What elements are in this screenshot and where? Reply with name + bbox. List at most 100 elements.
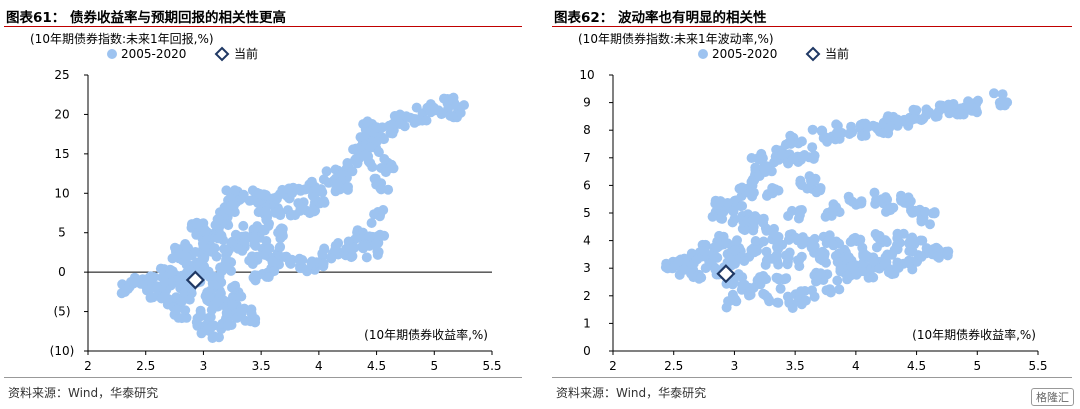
data-point [808,153,819,164]
data-point [832,257,843,267]
data-point [870,229,881,239]
data-point [764,296,775,307]
data-point [275,210,286,221]
data-point [273,227,284,238]
x-tick-label: 4 [315,359,323,373]
x-tick-label: 2 [84,359,92,373]
data-point [180,305,191,316]
data-point [343,181,353,192]
data-point [905,235,916,246]
data-point [892,261,903,272]
data-point [204,292,215,302]
data-point [857,266,867,277]
data-point [796,136,807,147]
data-point [679,264,690,275]
data-point [794,207,805,218]
data-point [367,162,378,172]
y-tick-label: 3 [583,261,591,275]
data-point [927,208,938,219]
data-point [834,284,845,295]
y-tick-label: 1 [583,316,591,330]
data-point [191,218,202,229]
data-point [362,116,373,127]
data-point [814,184,825,195]
data-point [806,242,817,253]
y-tick-label: 20 [54,107,69,121]
legend-marker-current [805,46,821,62]
y-tick-label: 10 [54,186,69,200]
chart-title: 图表62： 波动率也有明显的相关性 [554,10,767,26]
data-point [989,88,999,99]
data-point [144,272,155,283]
data-point [809,233,820,244]
data-point [793,255,803,266]
data-point [771,250,782,261]
data-point [209,243,220,254]
legend-marker-2005-2020 [107,49,117,59]
data-point [389,111,400,121]
title-rule [552,26,1072,27]
legend-marker-current [214,46,230,62]
data-point [739,279,750,290]
data-point [448,92,459,103]
data-point [734,183,745,194]
x-axis-label: (10年期债券收益率,%) [912,327,1036,342]
data-point [860,118,871,129]
data-point [211,251,222,262]
data-point [148,292,159,303]
data-point [365,142,375,153]
data-point [244,255,255,266]
y-axis-label: (10年期债券指数:未来1年波动率,%) [578,31,774,46]
data-point [373,147,384,158]
data-point [733,269,744,280]
data-point [831,127,842,138]
x-tick-label: 5.5 [1028,359,1047,373]
data-point [908,114,919,125]
data-point [846,261,857,272]
y-tick-label: 5 [58,226,66,240]
data-point [342,158,353,168]
data-point [236,291,247,302]
data-point [263,272,274,282]
data-point [920,206,931,217]
data-point [807,124,818,135]
data-point [760,259,771,270]
data-point [295,201,306,212]
data-point [846,121,857,132]
chart-panel-62: 图表62： 波动率也有明显的相关性 (10年期债券指数:未来1年波动率,%) 20… [548,0,1080,409]
data-point [306,257,317,268]
data-point [744,188,755,199]
data-point [916,216,927,227]
data-point [882,204,893,215]
x-tick-label: 2 [609,359,617,373]
data-point [789,153,800,164]
y-tick-label: 2 [583,289,591,303]
data-point [868,120,879,131]
data-point [954,107,965,118]
data-point [699,246,710,257]
data-point [455,107,466,118]
data-point [728,206,739,217]
data-point [883,111,893,122]
data-point [216,230,227,241]
y-tick-label: (5) [54,305,71,319]
data-point [176,296,187,307]
data-point [318,174,329,185]
data-point [286,209,297,220]
data-point [180,250,191,261]
data-point [1002,97,1013,108]
data-point [297,255,308,265]
data-point [267,256,278,267]
data-point [330,245,340,255]
title-rule [4,26,522,27]
data-point [321,166,332,177]
data-point [191,317,202,328]
data-point [932,251,943,262]
data-point [861,250,872,261]
data-point [816,126,827,137]
legend-label-current: 当前 [825,46,849,61]
data-point [128,278,139,289]
data-point [903,192,914,203]
legend-label-current: 当前 [234,46,258,61]
data-point [761,246,772,257]
